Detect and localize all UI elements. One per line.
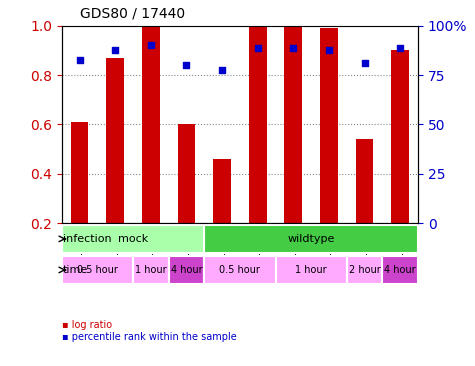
Text: 0.5 hour: 0.5 hour: [77, 265, 118, 275]
Point: [254, 45, 261, 51]
Text: ▪ percentile rank within the sample: ▪ percentile rank within the sample: [62, 332, 237, 342]
Text: wildtype: wildtype: [287, 234, 335, 244]
Bar: [142, 18, 160, 223]
Text: 1 hour: 1 hour: [135, 265, 167, 275]
Point: [111, 48, 119, 53]
Text: GDS80 / 17440: GDS80 / 17440: [80, 6, 185, 20]
Text: 4 hour: 4 hour: [384, 265, 416, 275]
Point: [289, 45, 297, 51]
Bar: [71, 122, 88, 223]
Text: 2 hour: 2 hour: [349, 265, 380, 275]
FancyBboxPatch shape: [169, 256, 204, 284]
FancyBboxPatch shape: [204, 256, 276, 284]
Bar: [106, 58, 124, 223]
Point: [218, 67, 226, 73]
FancyBboxPatch shape: [62, 256, 133, 284]
Bar: [391, 51, 409, 223]
Point: [182, 62, 190, 68]
FancyBboxPatch shape: [204, 225, 418, 253]
Text: time: time: [63, 265, 88, 275]
Text: ▪ log ratio: ▪ log ratio: [62, 320, 112, 329]
Bar: [213, 159, 231, 223]
FancyBboxPatch shape: [382, 256, 418, 284]
Text: 1 hour: 1 hour: [295, 265, 327, 275]
Text: 0.5 hour: 0.5 hour: [219, 265, 260, 275]
FancyBboxPatch shape: [347, 256, 382, 284]
Text: 4 hour: 4 hour: [171, 265, 202, 275]
Bar: [356, 139, 373, 223]
Text: infection: infection: [63, 234, 112, 244]
FancyBboxPatch shape: [62, 225, 204, 253]
Text: mock: mock: [118, 234, 148, 244]
Point: [147, 42, 155, 48]
Bar: [285, 0, 302, 223]
Bar: [320, 28, 338, 223]
Bar: [178, 124, 195, 223]
Point: [76, 57, 84, 63]
Point: [361, 60, 369, 66]
FancyBboxPatch shape: [133, 256, 169, 284]
Bar: [249, 0, 266, 223]
Point: [396, 45, 404, 51]
FancyBboxPatch shape: [276, 256, 347, 284]
Point: [325, 48, 332, 53]
